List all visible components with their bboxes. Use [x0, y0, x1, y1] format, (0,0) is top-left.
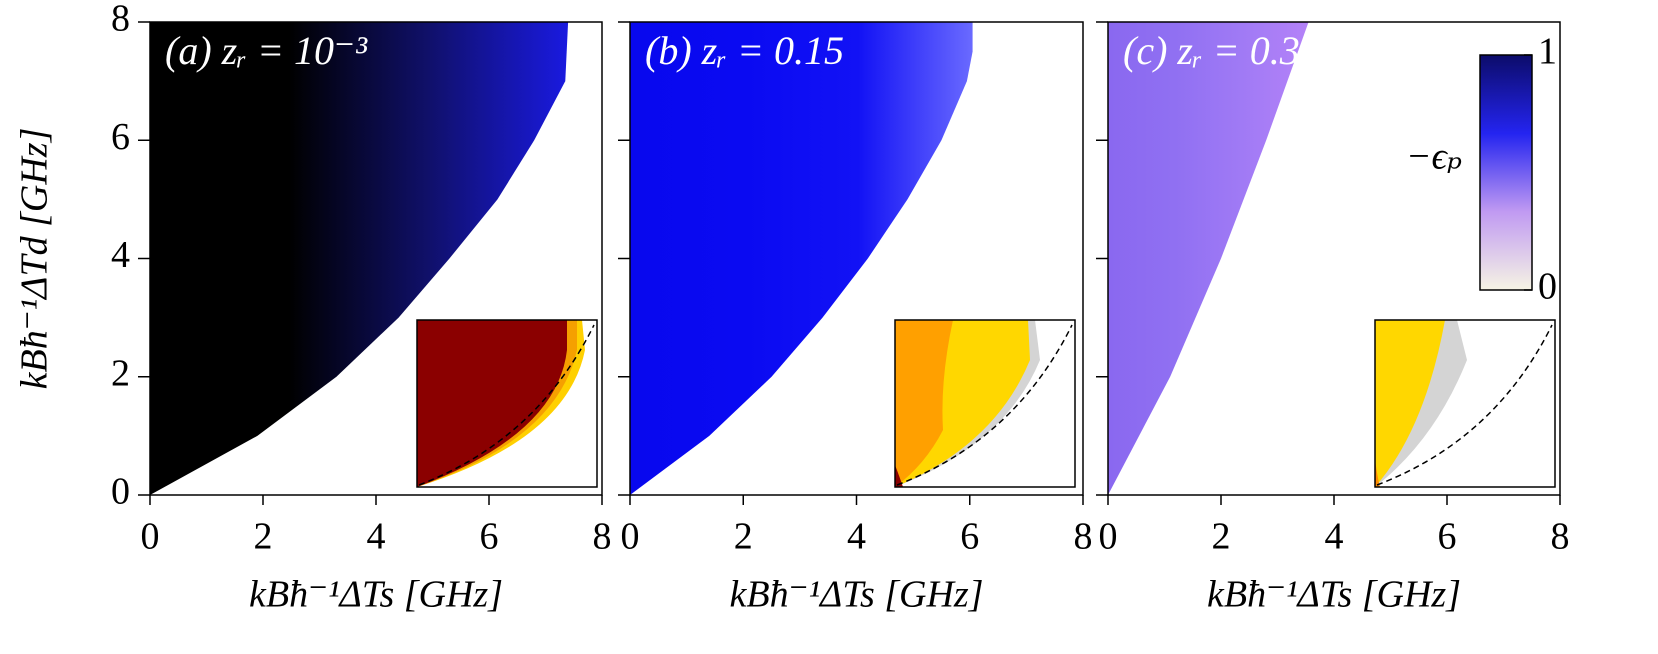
plot-frame: [149, 21, 603, 496]
panel-title: (c) zᵣ = 0.3: [1123, 28, 1300, 73]
inset-region: [1375, 320, 1445, 487]
x-tick-label: 0: [141, 516, 160, 558]
inset: [1374, 319, 1556, 488]
x-tick-label: 8: [1074, 516, 1093, 558]
y-tick-label: 4: [111, 234, 130, 276]
inset-curve: [896, 324, 1073, 486]
x-tick-label: 6: [480, 516, 499, 558]
x-tick-label: 4: [1325, 516, 1344, 558]
colorbar-tick-label: 1: [1538, 31, 1557, 73]
x-tick-label: 6: [960, 516, 979, 558]
inset-frame: [416, 319, 598, 488]
y-axis-label: kBħ⁻¹ΔTd [GHz]: [14, 128, 56, 390]
x-tick-label: 0: [1099, 516, 1118, 558]
x-tick-label: 2: [1212, 516, 1231, 558]
colorbar-label: −ϵₚ: [1406, 136, 1462, 178]
y-tick-label: 6: [111, 116, 130, 158]
inset-curve: [1376, 324, 1553, 486]
plot-frame: [629, 21, 1084, 496]
x-tick-label: 0: [621, 516, 640, 558]
plot-frame: [1107, 21, 1561, 496]
y-tick-label: 8: [111, 0, 130, 40]
inset-region: [1375, 460, 1380, 487]
x-axis-label: kBħ⁻¹ΔTs [GHz]: [249, 574, 503, 616]
inset-region: [417, 320, 567, 487]
x-tick-label: 2: [734, 516, 753, 558]
x-tick-label: 6: [1438, 516, 1457, 558]
inset-curve: [418, 324, 595, 486]
inset-region: [895, 465, 903, 487]
colorbar-tick-label: 0: [1538, 266, 1557, 308]
y-tick-label: 2: [111, 352, 130, 394]
inset-frame: [894, 319, 1076, 488]
inset-region: [895, 320, 953, 487]
x-tick-label: 8: [1551, 516, 1570, 558]
y-tick-label: 0: [111, 471, 130, 513]
feasible-region: [1108, 22, 1309, 495]
panel-title: (a) zᵣ = 10⁻³: [165, 28, 368, 73]
x-tick-label: 8: [593, 516, 612, 558]
feasible-region: [630, 22, 973, 495]
x-axis-label: kBħ⁻¹ΔTs [GHz]: [729, 574, 983, 616]
x-tick-label: 4: [367, 516, 386, 558]
inset: [894, 319, 1076, 488]
inset: [416, 319, 598, 488]
x-axis-label: kBħ⁻¹ΔTs [GHz]: [1207, 574, 1461, 616]
x-tick-label: 4: [847, 516, 866, 558]
panel-title: (b) zᵣ = 0.15: [645, 28, 844, 73]
feasible-region: [150, 22, 569, 495]
colorbar: [1479, 54, 1533, 291]
inset-frame: [1374, 319, 1556, 488]
x-tick-label: 2: [254, 516, 273, 558]
